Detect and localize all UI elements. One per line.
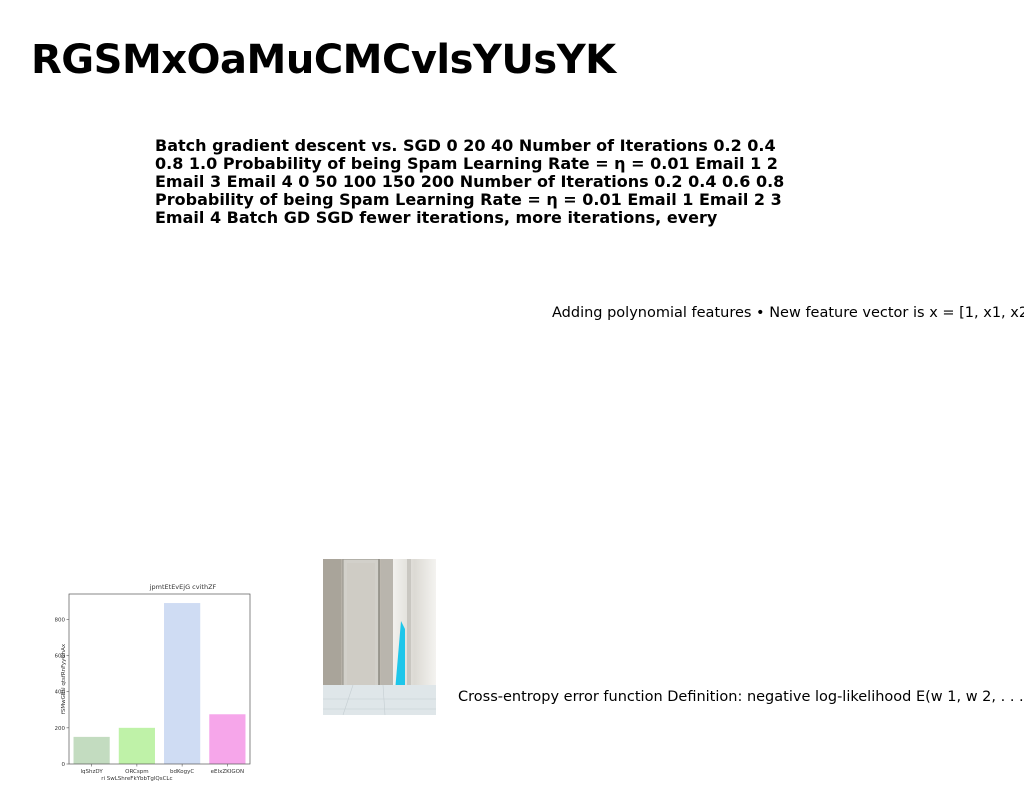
polynomial-features-text: Adding polynomial features • New feature… (552, 305, 1024, 321)
chart-plot-frame (68, 593, 251, 765)
x-tick-label: bdKogyC (170, 769, 194, 775)
y-tick-label: 200 (55, 726, 65, 732)
page-title: RGSMxOaMuCMCvlsYUsYK (31, 37, 616, 83)
x-tick-label: ri SwLShreFkYbbTglQsCLc (101, 776, 172, 782)
x-tick-label: eEIxZKIGON (211, 769, 244, 775)
bar-3 (164, 603, 201, 764)
bar-chart: jpmtEtEvEjG cvithZF fSMwGBU qtsfRnFyyGhA… (55, 577, 275, 788)
cross-entropy-text: Cross-entropy error function Definition:… (458, 689, 1024, 705)
bar-4 (209, 714, 246, 764)
doorway-photo (323, 559, 436, 715)
bar-2 (118, 727, 155, 764)
chart-ylabel: fSMwGBU qtsfRnFyyGhAx (61, 643, 67, 714)
y-tick-label: 600 (55, 653, 65, 659)
bar-1 (73, 736, 110, 764)
y-tick-label: 400 (55, 690, 65, 696)
chart-title: jpmtEtEvEjG cvithZF (149, 583, 217, 591)
y-tick-label: 800 (55, 617, 65, 623)
x-tick-label: lqShzDY (81, 769, 104, 775)
x-tick-label: ORCspm (125, 769, 148, 775)
bold-text-block: Batch gradient descent vs. SGD 0 20 40 N… (155, 136, 785, 227)
y-tick-label: 0 (62, 762, 66, 768)
